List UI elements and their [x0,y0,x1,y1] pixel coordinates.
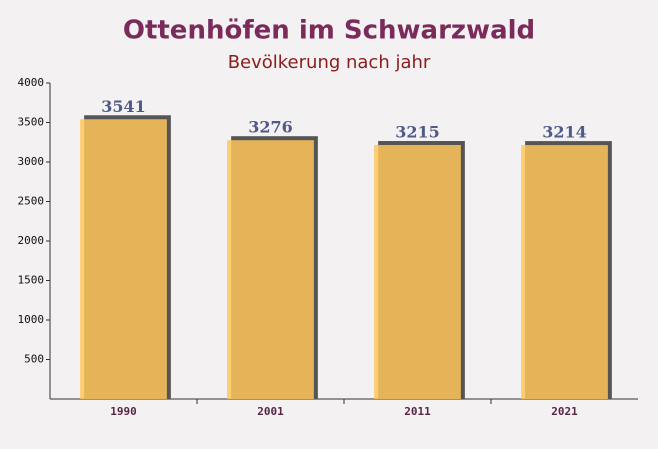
bar [80,119,167,400]
chart-title: Ottenhöfen im Schwarzwald [123,16,535,46]
x-tick-label: 2021 [551,405,578,418]
y-tick-label: 4000 [18,76,45,89]
bar [521,145,608,399]
y-tick-label: 1500 [18,274,45,287]
x-tick-label: 1990 [110,405,137,418]
value-label: 3215 [395,123,440,142]
y-tick-label: 2000 [18,234,45,247]
y-tick-label: 500 [24,353,44,366]
y-tick-label: 3000 [18,155,45,168]
y-tick-label: 1000 [18,313,45,326]
value-label: 3541 [101,97,146,116]
chart-subtitle: Bevölkerung nach jahr [228,52,431,73]
x-tick-label: 2011 [404,405,431,418]
value-label: 3214 [542,123,587,142]
x-tick-label: 2001 [257,405,284,418]
y-tick-label: 3500 [18,116,45,129]
value-label: 3276 [248,118,293,137]
y-tick-label: 2500 [18,195,45,208]
bar [227,140,314,400]
bar [374,145,461,399]
